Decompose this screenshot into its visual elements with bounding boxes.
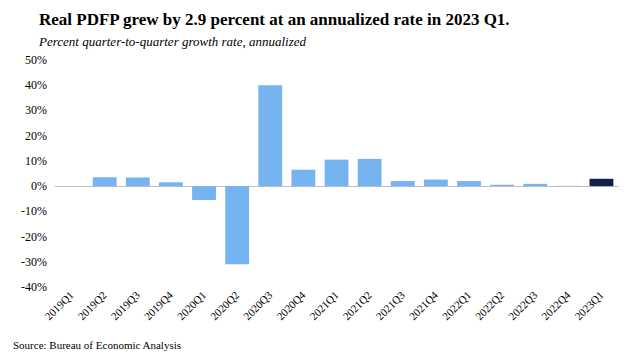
svg-text:50%: 50%	[25, 53, 47, 67]
svg-text:10%: 10%	[25, 154, 47, 168]
svg-text:20%: 20%	[25, 129, 47, 143]
svg-text:2019Q1: 2019Q1	[42, 289, 76, 323]
svg-text:Percent quarter-to-quarter gro: Percent quarter-to-quarter growth rate, …	[38, 34, 307, 49]
svg-text:2020Q1: 2020Q1	[175, 289, 209, 323]
svg-text:2022Q4: 2022Q4	[539, 288, 573, 322]
svg-text:2019Q4: 2019Q4	[142, 288, 176, 322]
svg-text:2022Q3: 2022Q3	[506, 288, 540, 322]
svg-text:2020Q3: 2020Q3	[241, 288, 275, 322]
svg-text:Real PDFP grew by 2.9 percent: Real PDFP grew by 2.9 percent at an annu…	[39, 10, 510, 29]
svg-text:-40%: -40%	[21, 280, 47, 294]
svg-text:Source: Bureau of Economic Ana: Source: Bureau of Economic Analysis	[13, 339, 181, 351]
svg-text:2020Q4: 2020Q4	[274, 288, 308, 322]
svg-text:30%: 30%	[25, 103, 47, 117]
svg-text:-20%: -20%	[21, 230, 47, 244]
svg-text:2019Q2: 2019Q2	[75, 289, 109, 323]
svg-text:0%: 0%	[31, 179, 47, 193]
svg-text:40%: 40%	[25, 78, 47, 92]
svg-text:2023Q1: 2023Q1	[572, 289, 606, 323]
svg-text:-30%: -30%	[21, 255, 47, 269]
svg-text:-10%: -10%	[21, 204, 47, 218]
svg-text:2022Q2: 2022Q2	[473, 289, 507, 323]
svg-text:2021Q4: 2021Q4	[407, 288, 441, 322]
svg-text:2021Q3: 2021Q3	[373, 288, 407, 322]
svg-text:2020Q2: 2020Q2	[208, 289, 242, 323]
svg-text:2021Q1: 2021Q1	[307, 289, 341, 323]
svg-text:2021Q2: 2021Q2	[340, 289, 374, 323]
svg-text:2022Q1: 2022Q1	[440, 289, 474, 323]
svg-text:2019Q3: 2019Q3	[109, 288, 143, 322]
